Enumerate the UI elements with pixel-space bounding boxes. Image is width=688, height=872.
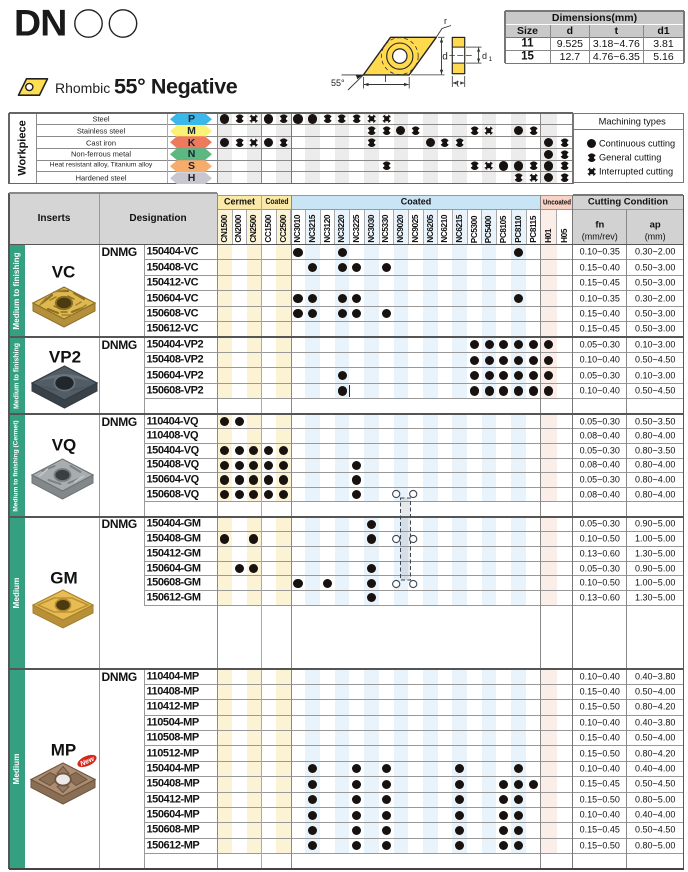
svg-text:d: d bbox=[442, 52, 448, 63]
svg-text:55°: 55° bbox=[331, 78, 345, 88]
svg-text:l: l bbox=[385, 74, 387, 84]
svg-text:1: 1 bbox=[489, 56, 493, 63]
svg-text:t: t bbox=[457, 79, 460, 89]
svg-text:r: r bbox=[444, 16, 447, 26]
svg-text:d: d bbox=[482, 51, 487, 61]
